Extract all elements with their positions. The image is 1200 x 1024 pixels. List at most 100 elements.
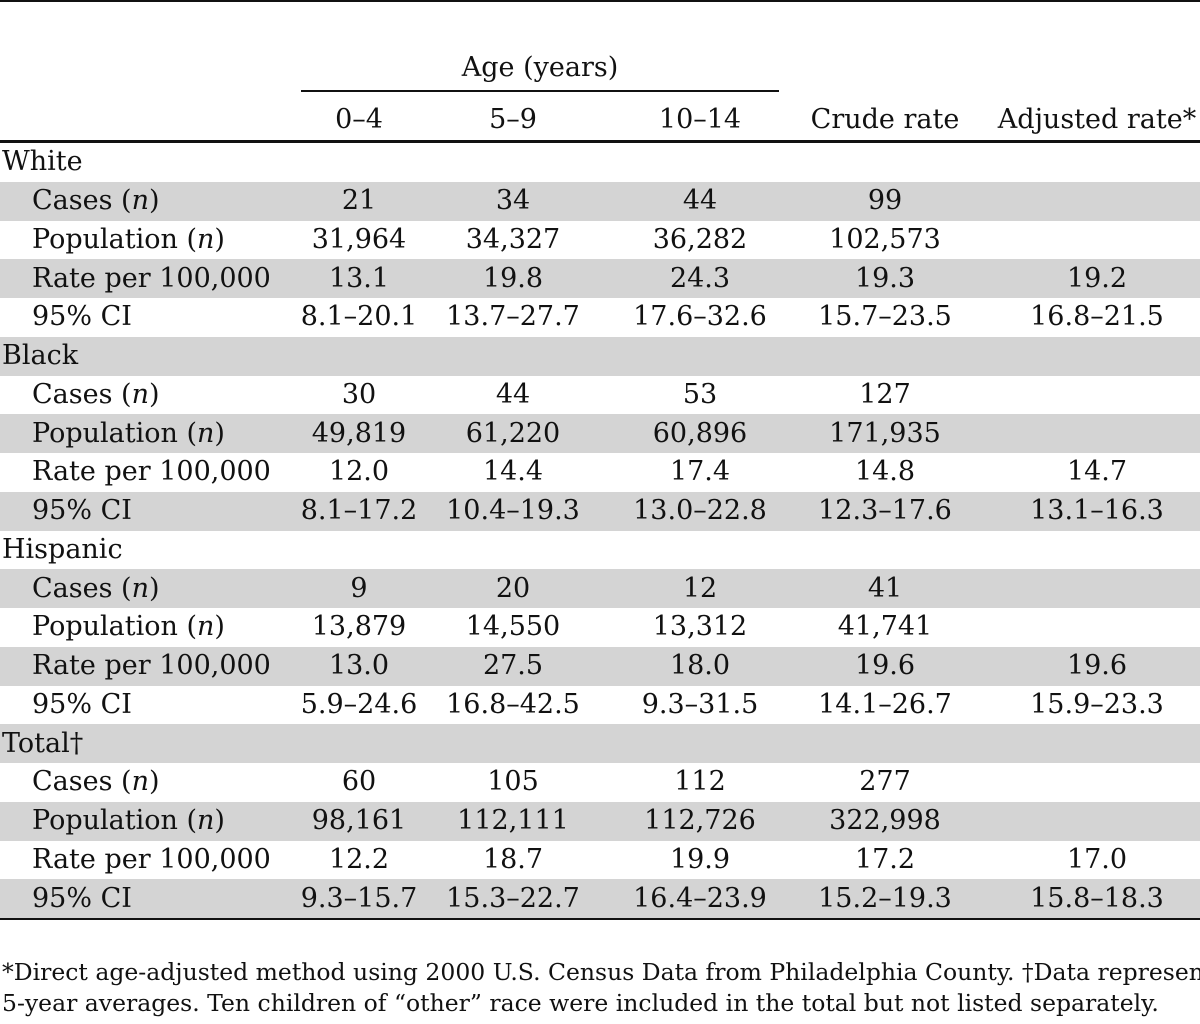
row-label-variable: n [196,611,215,643]
table-cell: 102,573 [829,223,941,255]
age-group-header: Age (years) [461,52,619,83]
row-label: Rate per 100,000 [0,646,300,686]
group-row-white: White [0,142,1200,182]
row-label-text: Rate per 100,000 [32,262,271,294]
table-cell: 20 [418,569,608,608]
row-label-text: Population ( [32,417,197,449]
table-cell: 15.3–22.7 [418,879,608,920]
table-cell: 8.1–20.1 [300,301,418,333]
row-label: Population (n) [0,221,300,260]
table-cell: 31,964 [311,223,407,255]
table-cell: 24.3 [608,259,792,298]
table-cell: 99 [792,181,978,221]
table-row: Cases (n) 30 44 53 127 [0,376,1200,415]
table-cell [978,414,1200,453]
row-label-close: ) [214,611,225,643]
row-label: 95% CI [0,879,300,920]
table-row: Rate per 100,000 12.2 18.7 19.9 17.2 17.0 [0,841,1200,880]
table-row: 95% CI 8.1–17.2 10.4–19.3 13.0–22.8 12.3–17.… [0,491,1200,531]
table-cell: 98,161 [300,801,418,841]
row-label-variable: n [196,417,215,449]
group-row-black: Black [0,336,1200,376]
row-label-text: 95% CI [32,688,132,720]
row-label: 95% CI [0,686,300,725]
column-header-row: 0–4 5–9 10–14 Crude rate Adjusted rate* [0,100,1200,143]
table-row: Rate per 100,000 12.0 14.4 17.4 14.8 14.7 [0,453,1200,492]
table-cell: 17.6–32.6 [633,301,767,333]
row-label-close: ) [148,572,160,604]
row-label-text: Rate per 100,000 [32,456,271,488]
table-cell: 14,550 [465,611,561,643]
table-cell [978,181,1200,221]
group-name: Hispanic [2,533,123,565]
row-label-close: ) [148,766,160,798]
footnote-line-1: *Direct age-adjusted method using 2000 U… [2,958,1200,986]
table-cell: 14.8 [854,456,916,488]
table-row: Rate per 100,000 13.0 27.5 18.0 19.6 19.6 [0,646,1200,686]
table-row: Cases (n) 60 105 112 277 [0,763,1200,802]
table-cell: 5.9–24.6 [300,688,418,720]
table-cell: 13.0 [300,646,418,686]
table-cell: 12.2 [328,843,390,875]
table-cell: 53 [682,378,718,410]
table-row: 95% CI 9.3–15.7 15.3–22.7 16.4–23.9 15.2–19.… [0,879,1200,920]
table-cell: 13,879 [311,611,407,643]
row-label: Population (n) [0,801,300,841]
row-label-text: Cases ( [32,185,132,217]
row-label-text: Population ( [32,223,197,255]
group-name: Black [0,336,1200,376]
table-cell: 19.6 [792,646,978,686]
table-cell: 13.7–27.7 [446,301,580,333]
table-cell: 19.3 [792,259,978,298]
row-label-close: ) [148,185,160,217]
table-cell [978,608,1200,647]
row-label-text: 95% CI [32,301,132,333]
table-cell: 60,896 [608,414,792,453]
table-cell: 105 [487,766,539,798]
row-label: Rate per 100,000 [0,453,300,492]
table-cell [978,801,1200,841]
row-label: 95% CI [0,298,300,337]
row-label: Cases (n) [0,181,300,221]
incidence-table: 0–4 5–9 10–14 Crude rate Adjusted rate* … [0,100,1200,920]
table-cell: 49,819 [300,414,418,453]
table-cell: 15.2–19.3 [792,879,978,920]
table-row: Cases (n) 9 20 12 41 [0,569,1200,608]
table-cell: 60 [341,766,377,798]
table-cell: 14.7 [1066,456,1128,488]
table-cell: 15.7–23.5 [818,301,952,333]
table-cell: 112,726 [608,801,792,841]
footnote-line-2: 5-year averages. Ten children of “other”… [2,989,1159,1017]
row-label-close: ) [214,223,225,255]
row-label-text: Rate per 100,000 [32,650,271,682]
table-cell: 21 [300,181,418,221]
table-cell: 9.3–15.7 [300,879,418,920]
table-cell: 112,111 [418,801,608,841]
table-cell: 9 [300,569,418,608]
row-label: Cases (n) [0,376,300,415]
row-label-close: ) [214,805,225,837]
table-cell: 15.8–18.3 [978,879,1200,920]
table-cell: 27.5 [418,646,608,686]
row-label-text: 95% CI [32,495,132,527]
row-label-variable: n [196,805,215,837]
table-cell: 16.8–21.5 [1030,301,1164,333]
row-label-text: Population ( [32,611,197,643]
table-cell: 41,741 [837,611,933,643]
table-cell: 13.1 [300,259,418,298]
row-label-text: Rate per 100,000 [32,843,271,875]
table-row: Cases (n) 21 34 44 99 [0,181,1200,221]
table-top-rule [0,0,1200,2]
group-name: Total† [0,724,1200,763]
table-row: Population (n) 49,819 61,220 60,896 171,935 [0,414,1200,453]
table-row: Rate per 100,000 13.1 19.8 24.3 19.3 19.2 [0,259,1200,298]
table-cell: 13.1–16.3 [978,491,1200,531]
table-cell: 14.4 [482,456,544,488]
table-cell: 30 [341,378,377,410]
table-cell: 18.7 [482,843,544,875]
table-cell: 44 [608,181,792,221]
row-label-text: 95% CI [32,882,132,914]
row-label: Cases (n) [0,763,300,802]
table-cell: 36,282 [652,223,748,255]
table-cell: 15.9–23.3 [1030,688,1164,720]
